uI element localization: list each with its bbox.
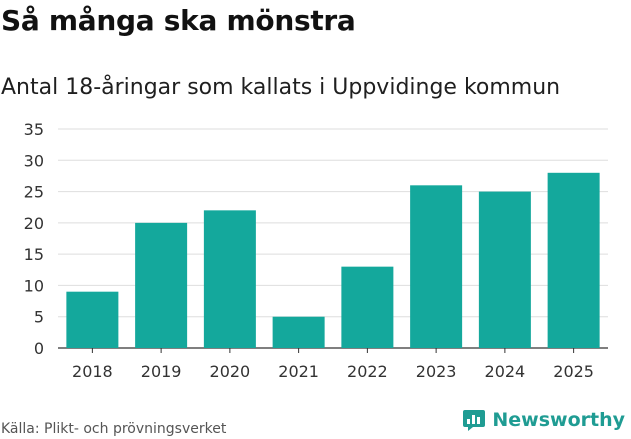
- x-tick-label: 2023: [416, 362, 457, 381]
- bar-2022: [341, 266, 394, 348]
- bar-2021: [272, 316, 325, 348]
- y-tick-label: 15: [24, 245, 44, 264]
- x-tick-label: 2022: [347, 362, 388, 381]
- bar-2023: [410, 185, 463, 348]
- x-tick-label: 2024: [485, 362, 526, 381]
- bar-2018: [66, 291, 119, 348]
- y-tick-label: 25: [24, 183, 44, 202]
- bar-2019: [135, 222, 188, 348]
- y-tick-label: 5: [34, 308, 44, 327]
- x-tick-label: 2021: [278, 362, 319, 381]
- x-tick-label: 2025: [553, 362, 594, 381]
- chart-title: Så många ska mönstra: [1, 4, 356, 37]
- x-axis-ticks: 2018 2019 2020 2021 2022 2023 2024 2025: [72, 348, 594, 381]
- bar-2025: [547, 172, 600, 348]
- bars: [66, 172, 600, 348]
- x-tick-label: 2018: [72, 362, 113, 381]
- x-tick-label: 2020: [210, 362, 251, 381]
- x-tick-label: 2019: [141, 362, 182, 381]
- bar-2024: [478, 191, 531, 348]
- chart-subtitle: Antal 18-åringar som kallats i Uppviding…: [1, 75, 561, 100]
- y-tick-label: 20: [24, 214, 44, 233]
- source-note: Källa: Plikt- och prövningsverket: [1, 421, 227, 437]
- y-tick-label: 30: [24, 151, 44, 170]
- y-tick-label: 35: [24, 120, 44, 139]
- y-tick-label: 0: [34, 339, 44, 358]
- brand-name: Newsworthy: [492, 409, 625, 431]
- y-axis-ticks: 0 5 10 15 20 25 30 35: [24, 120, 44, 358]
- brand-logo: Newsworthy: [462, 408, 625, 432]
- bar-2020: [203, 210, 256, 348]
- newsworthy-logo-icon: [463, 410, 486, 431]
- y-tick-label: 10: [24, 276, 44, 295]
